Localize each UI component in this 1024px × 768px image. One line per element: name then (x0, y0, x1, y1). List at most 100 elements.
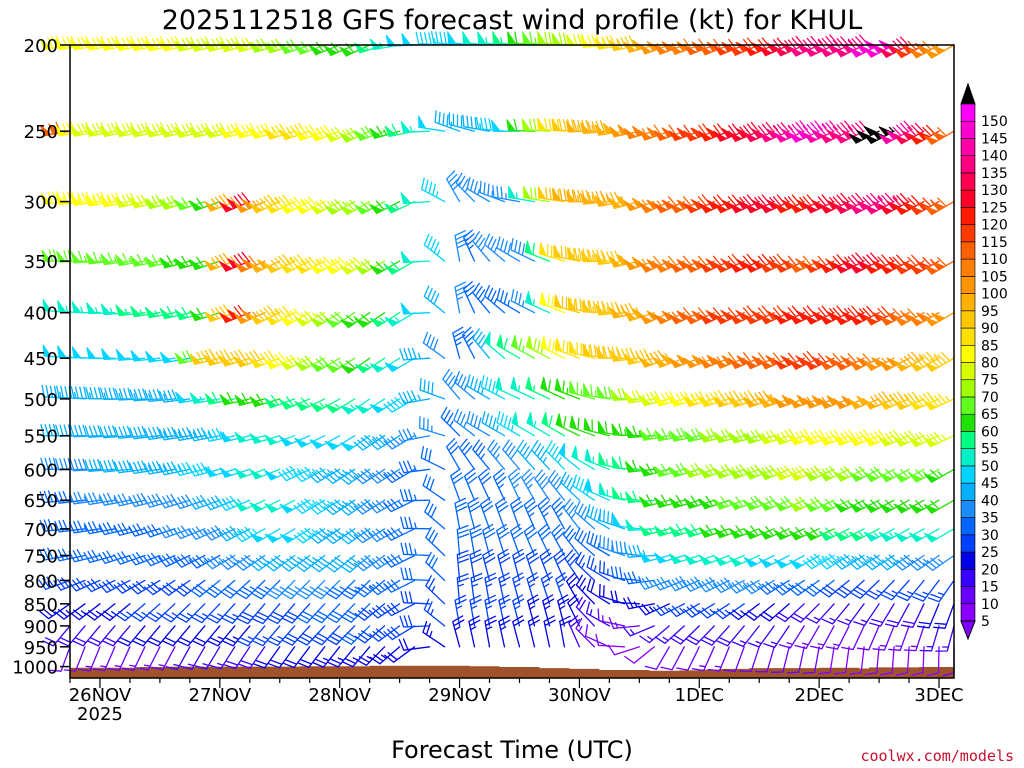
wind-barb (747, 625, 775, 648)
wind-barb-staff (282, 646, 311, 669)
wind-barb-staff (188, 427, 221, 442)
wind-barb-staff (554, 380, 581, 400)
wind-barb (773, 579, 805, 596)
wind-barb-staff (422, 331, 446, 359)
wind-barb-staff (583, 419, 611, 437)
wind-barb (400, 542, 431, 557)
wind-barb-staff (308, 528, 341, 544)
wind-barb-staff (540, 338, 566, 359)
wind-barb-staff (330, 357, 356, 373)
wind-barb (203, 525, 236, 541)
wind-barb (527, 615, 541, 648)
wind-barb-staff (487, 439, 506, 470)
wind-barb (521, 468, 536, 501)
y-tick-label: 400 (24, 304, 58, 325)
wind-barb (383, 527, 416, 541)
wind-barb (685, 625, 715, 646)
wind-barb (580, 249, 611, 263)
wind-barb-staff (355, 646, 386, 666)
colorbar-swatch (960, 224, 976, 243)
wind-barb-staff (553, 548, 567, 582)
wind-barb (323, 499, 356, 516)
wind-barb (249, 554, 281, 572)
wind-barb (933, 603, 955, 629)
wind-barb (537, 523, 551, 557)
wind-barb (132, 625, 161, 647)
wind-barb (70, 191, 101, 206)
wind-barb-staff (516, 439, 536, 470)
wind-barb-staff (145, 603, 176, 623)
wind-barb-staff (930, 528, 955, 543)
wind-barb-staff (54, 519, 86, 533)
wind-barb (611, 423, 641, 437)
wind-barb-staff (849, 579, 880, 600)
colorbar-swatch (960, 586, 976, 605)
wind-barb (173, 554, 206, 568)
wind-barb (188, 462, 221, 477)
wind-barb (817, 553, 850, 570)
wind-barb (572, 474, 596, 501)
wind-barb (492, 185, 521, 203)
wind-barb (69, 424, 101, 438)
wind-barb (340, 357, 371, 374)
wind-barb (40, 35, 71, 51)
wind-barb (455, 172, 476, 203)
wind-barb-staff (837, 603, 865, 626)
wind-barb (540, 376, 566, 400)
wind-barb-staff (507, 118, 536, 132)
wind-barb-staff (643, 390, 670, 407)
wind-barb-staff (512, 615, 525, 648)
wind-barb (71, 301, 101, 314)
wind-barb (235, 579, 266, 600)
wind-barb (789, 554, 820, 570)
wind-barb (919, 625, 940, 652)
wind-barb (698, 495, 730, 510)
wind-barb (218, 554, 251, 571)
wind-barb (69, 491, 101, 505)
wind-barb (496, 288, 521, 314)
wind-barb (68, 520, 101, 534)
y-axis: 200 250 300 350 400 450 500 550 600 650 700 750 800 8… (12, 36, 70, 679)
wind-barb (177, 625, 206, 647)
wind-barb (368, 603, 401, 619)
wind-barb-staff (419, 377, 446, 400)
wind-barb (41, 249, 71, 262)
wind-barb-staff (454, 281, 468, 314)
wind-barb-staff (165, 646, 191, 671)
wind-barb-staff (483, 340, 506, 359)
wind-barb (553, 548, 567, 582)
wind-barb (788, 120, 827, 143)
wind-barb-staff (430, 30, 461, 46)
wind-barb (574, 527, 596, 557)
wind-barb-pennant (279, 503, 295, 514)
wind-barb (653, 390, 685, 407)
wind-barb (539, 292, 566, 314)
wind-barb (462, 281, 477, 314)
wind-barb-staff (132, 625, 161, 647)
wind-barb (848, 353, 880, 371)
wind-barb (189, 122, 221, 139)
wind-barb (325, 579, 356, 600)
y-tick-label: 300 (24, 193, 58, 214)
wind-barb-staff (203, 427, 236, 442)
wind-barb-staff (744, 603, 775, 621)
wind-barb (555, 413, 581, 437)
wind-barb-pennant (369, 403, 385, 414)
wind-barb (483, 284, 506, 314)
wind-barb-staff (597, 346, 626, 359)
y-tick-label: 750 (24, 546, 58, 567)
wind-barb-staff (353, 434, 386, 451)
wind-barb (39, 490, 71, 504)
wind-barb-pennant (354, 404, 370, 414)
wind-barb (280, 579, 311, 600)
wind-barb-staff (466, 411, 491, 437)
wind-barb-staff (448, 112, 476, 132)
wind-barb (424, 500, 446, 530)
wind-barb (400, 192, 431, 204)
wind-barb (400, 516, 431, 530)
wind-barb (475, 117, 506, 132)
wind-barb-staff (526, 420, 551, 437)
wind-barb (496, 236, 521, 262)
wind-barb-staff (398, 460, 431, 474)
wind-barb-staff (557, 594, 570, 627)
